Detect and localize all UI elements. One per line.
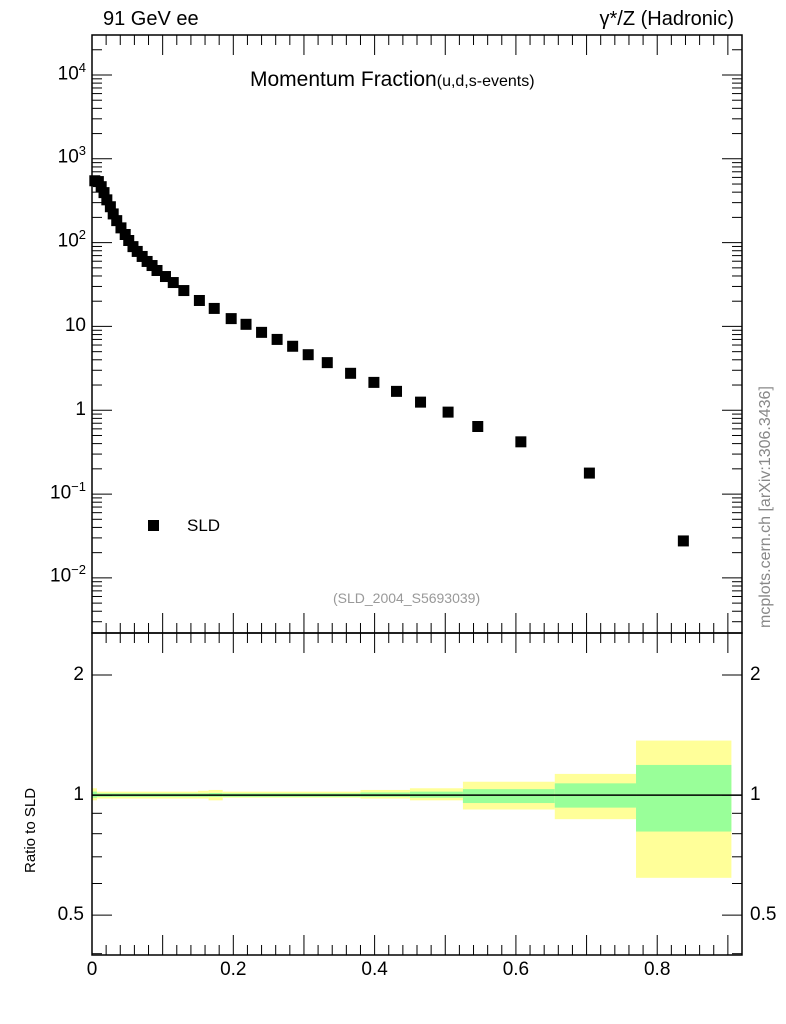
data-point	[193, 294, 205, 306]
legend-label: SLD	[187, 516, 221, 535]
ratio-y-tick-label-right-0: 0.5	[750, 903, 777, 925]
data-point	[178, 285, 190, 297]
data-point	[583, 467, 595, 479]
y-tick-label-0: 104	[57, 59, 86, 84]
data-point	[391, 385, 403, 397]
y-tick-label-2: 102	[57, 227, 86, 252]
data-point	[256, 326, 268, 338]
green-band-9	[636, 764, 732, 832]
data-point	[321, 357, 333, 369]
data-point	[151, 264, 163, 276]
y-tick-label-5: 10−1	[50, 478, 86, 503]
y-tick-label-4: 1	[75, 398, 86, 420]
data-point	[159, 271, 171, 283]
data-point	[442, 406, 454, 418]
side-label: mcplots.cern.ch [arXiv:1306.3436]	[757, 386, 774, 628]
y-tick-label-6: 10−2	[50, 562, 86, 587]
chart-title-main: Momentum Fraction	[250, 68, 437, 91]
data-point	[119, 228, 131, 240]
ratio-y-tick-label-1: 1	[73, 783, 84, 805]
main-frame	[91, 34, 743, 634]
ratio-y-tick-label-0: 0.5	[57, 903, 84, 925]
header-right: γ*/Z (Hadronic)	[599, 8, 734, 30]
data-point	[225, 313, 237, 325]
y-tick-label-3: 10	[64, 315, 86, 337]
y-tick-label-1: 103	[57, 143, 86, 168]
chart-subtitle: (u,d,s-events)	[436, 73, 535, 90]
data-point	[345, 367, 357, 379]
data-point	[287, 340, 299, 352]
x-tick-label-0: 0	[86, 958, 98, 980]
x-tick-label-2: 0.4	[361, 958, 388, 980]
legend-marker	[148, 520, 159, 531]
data-point	[111, 215, 123, 227]
x-tick-label-4: 0.8	[643, 958, 671, 980]
data-point	[271, 333, 283, 345]
data-point	[677, 535, 689, 547]
data-point	[240, 318, 252, 330]
data-point	[167, 277, 179, 289]
data-point	[98, 187, 110, 199]
data-point	[208, 302, 220, 314]
data-point	[95, 181, 107, 193]
ratio-ylabel: Ratio to SLD	[22, 787, 39, 873]
data-point	[123, 235, 135, 247]
chart-title: Momentum Fraction(u,d,s-events)	[250, 68, 535, 92]
data-point	[472, 420, 484, 432]
data-point	[101, 194, 113, 206]
data-point	[415, 396, 427, 408]
ratio-y-tick-label-2: 2	[73, 663, 84, 685]
data-point	[302, 349, 314, 361]
analysis-annotation: (SLD_2004_S5693039)	[333, 590, 481, 606]
data-point	[104, 201, 116, 213]
data-point	[515, 436, 527, 448]
x-tick-label-1: 0.2	[220, 958, 247, 980]
data-point	[107, 208, 119, 220]
ratio-y-tick-label-right-2: 2	[750, 663, 761, 685]
ratio-y-tick-label-right-1: 1	[750, 783, 761, 805]
header-left: 91 GeV ee	[103, 8, 199, 30]
data-point	[368, 376, 380, 388]
green-band-7	[462, 789, 555, 804]
data-point	[115, 222, 127, 234]
x-tick-label-3: 0.6	[502, 958, 530, 980]
